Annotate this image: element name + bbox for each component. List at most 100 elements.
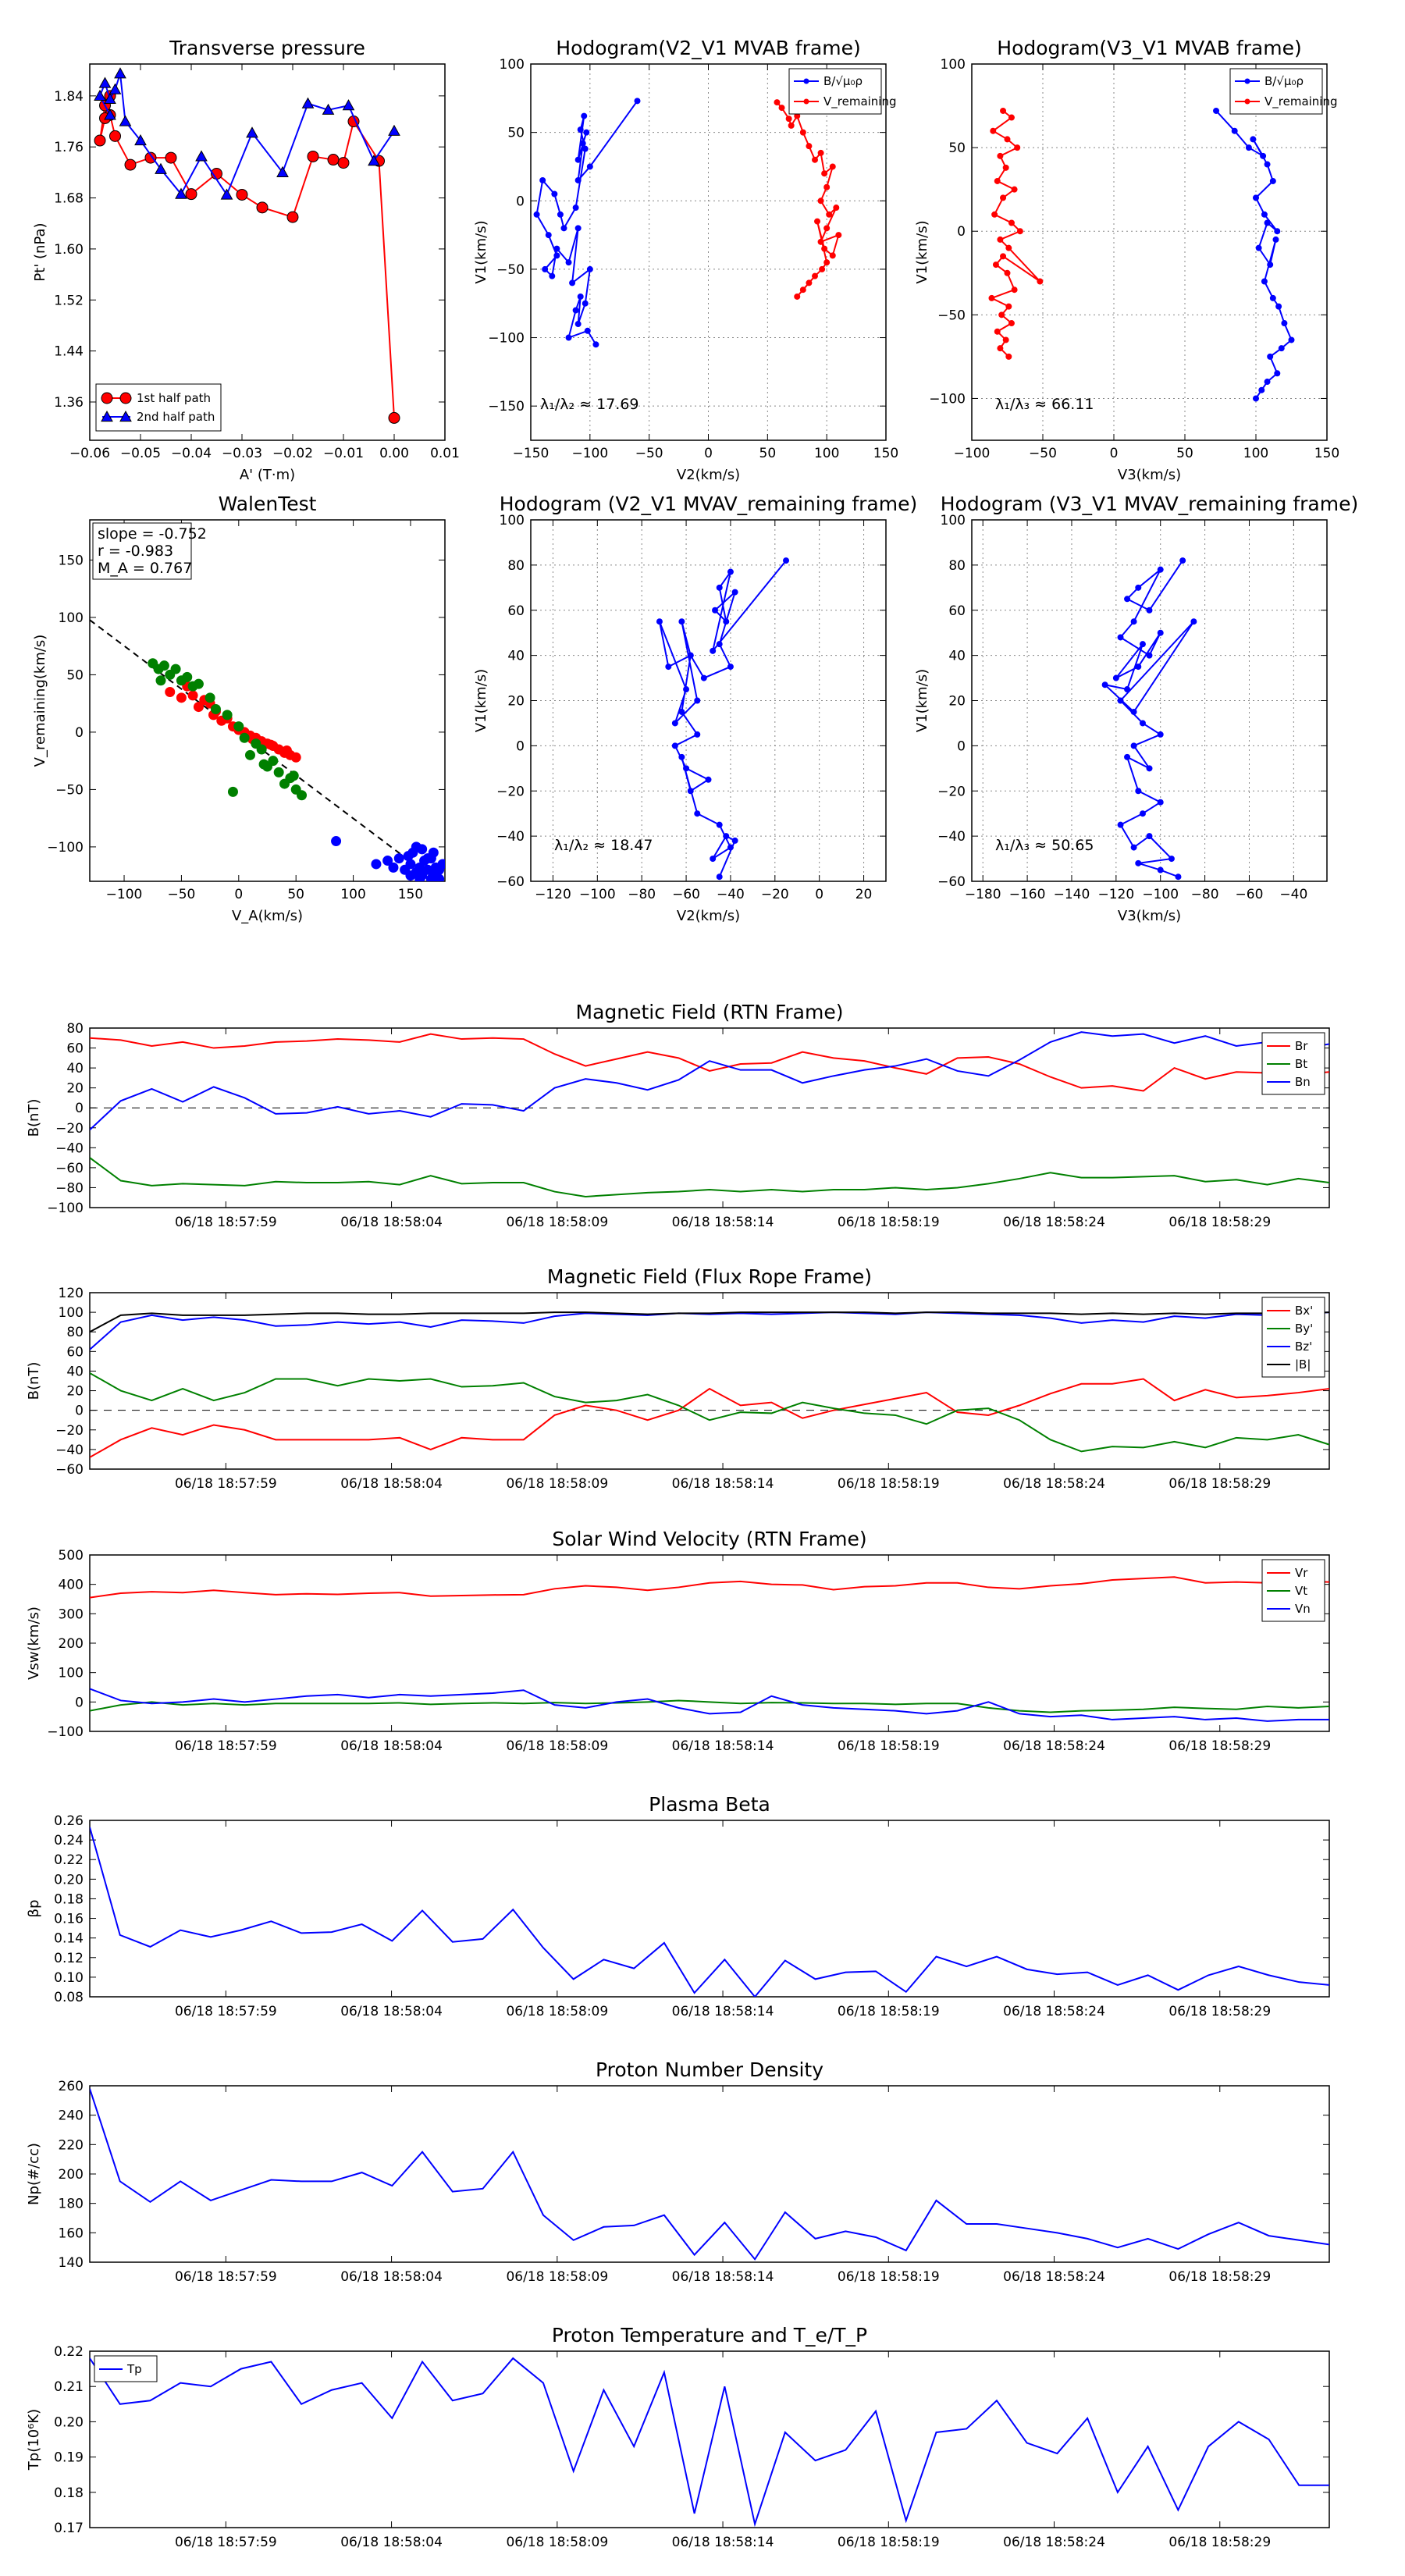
y-axis-label: V_remaining(km/s) (32, 635, 48, 767)
y-tick-label: −50 (55, 782, 84, 798)
plot-frame (89, 1820, 1330, 1998)
data-point (1250, 136, 1257, 143)
data-point (158, 660, 169, 671)
data-point (1005, 244, 1012, 251)
chart-title: Hodogram (V3_V1 MVAV_remaining frame) (941, 493, 1359, 515)
x-tick-label: −60 (1236, 887, 1264, 902)
chart-tp: Transverse pressure−0.06 −0.05 −0.04 −0.03−… (32, 37, 460, 483)
legend: B/√μ₀ρ V_remaining (1229, 68, 1338, 115)
x-tick-label: −100 (106, 887, 143, 902)
data-point (1255, 244, 1262, 251)
time-tick-label: 06/18 18:58:04 (340, 1215, 443, 1230)
data-point (1253, 395, 1259, 402)
data-point (222, 710, 233, 720)
data-point (405, 870, 416, 881)
data-point (683, 765, 690, 772)
data-point (175, 187, 187, 199)
x-tick-label: −40 (1279, 887, 1307, 902)
y-tick-label: −80 (55, 1180, 84, 1196)
chart-ts6: Proton Temperature and T_e/T_P 0.17 0.18 0.… (26, 2324, 1330, 2550)
y-tick-label: 0.24 (54, 1833, 84, 1848)
data-point (268, 756, 279, 767)
time-tick-label: 06/18 18:58:29 (1168, 1215, 1271, 1230)
data-point (700, 674, 707, 681)
data-point (301, 97, 315, 109)
time-tick-label: 06/18 18:58:04 (340, 1738, 443, 1754)
data-point (584, 327, 591, 334)
y-tick-label: 1.76 (54, 140, 84, 155)
x-tick-label: −180 (965, 887, 1001, 902)
y-tick-label: 0.14 (54, 1931, 84, 1947)
data-point (553, 252, 560, 259)
y-tick-label: 0 (75, 1101, 84, 1116)
data-point (774, 99, 781, 106)
legend-label: Br (1295, 1039, 1308, 1053)
data-point (1146, 765, 1153, 772)
data-point (1000, 107, 1007, 114)
chart-title: Proton Temperature and T_e/T_P (552, 2324, 867, 2347)
data-point (821, 245, 828, 252)
data-point (1112, 674, 1119, 681)
legend-label: Bn (1295, 1075, 1311, 1089)
y-tick-label: 100 (941, 57, 966, 73)
data-point (1231, 127, 1238, 134)
x-axis-label: V2(km/s) (677, 467, 740, 483)
y-axis-label: Pt' (nPa) (32, 222, 48, 281)
data-point (723, 618, 730, 625)
data-point (124, 158, 137, 171)
y-tick-label: 40 (66, 1364, 84, 1379)
y-tick-label: −60 (937, 874, 966, 890)
series-line (776, 101, 840, 297)
plot-frame (971, 519, 1328, 882)
data-point (1004, 136, 1011, 143)
time-tick-label: 06/18 18:58:19 (838, 1215, 940, 1230)
time-tick-label: 06/18 18:57:59 (175, 1215, 277, 1230)
legend-label: B/√μ₀ρ (1264, 74, 1304, 88)
y-tick-label: 60 (948, 603, 966, 619)
series-0 (656, 557, 790, 881)
data-point (342, 99, 355, 111)
data-point (185, 188, 197, 201)
y-tick-label: −150 (488, 399, 525, 415)
time-tick-label: 06/18 18:58:24 (1003, 1215, 1105, 1230)
y-axis-label: B(nT) (26, 1099, 42, 1137)
time-tick-label: 06/18 18:58:24 (1003, 2535, 1105, 2550)
legend-label: V_remaining (1264, 94, 1338, 109)
data-point (1124, 753, 1131, 760)
data-point (553, 245, 560, 252)
x-tick-label: −40 (717, 887, 745, 902)
time-tick-label: 06/18 18:57:59 (175, 1476, 277, 1492)
data-point (1135, 664, 1142, 671)
data-point (1139, 720, 1146, 727)
chart-title: WalenTest (219, 493, 317, 515)
legend-label: Vn (1295, 1602, 1311, 1616)
y-tick-label: −40 (496, 829, 525, 845)
x-tick-label: −0.06 (69, 446, 110, 461)
data-point (716, 821, 723, 828)
y-tick-label: 0.26 (54, 1813, 84, 1829)
x-axis-label: V2(km/s) (677, 908, 740, 924)
time-tick-label: 06/18 18:58:14 (672, 2535, 774, 2550)
legend-label: 1st half path (137, 391, 211, 405)
series-line-Np (90, 2088, 1329, 2261)
data-point (694, 697, 701, 704)
y-tick-label: 0.18 (54, 2485, 84, 2501)
x-tick-label: 0.01 (430, 446, 460, 461)
time-tick-label: 06/18 18:58:29 (1168, 1476, 1271, 1492)
series-line-Br (90, 1033, 1329, 1092)
data-point (94, 134, 106, 147)
data-point (997, 236, 1004, 243)
data-point (288, 770, 299, 781)
x-tick-label: −20 (761, 887, 789, 902)
data-point (542, 265, 549, 272)
y-tick-label: 140 (59, 2255, 84, 2271)
data-point (1179, 557, 1186, 564)
data-point (327, 154, 340, 166)
x-axis-label: V_A(km/s) (232, 908, 303, 924)
data-point (678, 708, 685, 715)
data-point (992, 262, 999, 269)
data-point (1258, 386, 1265, 393)
y-tick-label: −60 (55, 1462, 84, 1478)
data-point (656, 618, 663, 625)
